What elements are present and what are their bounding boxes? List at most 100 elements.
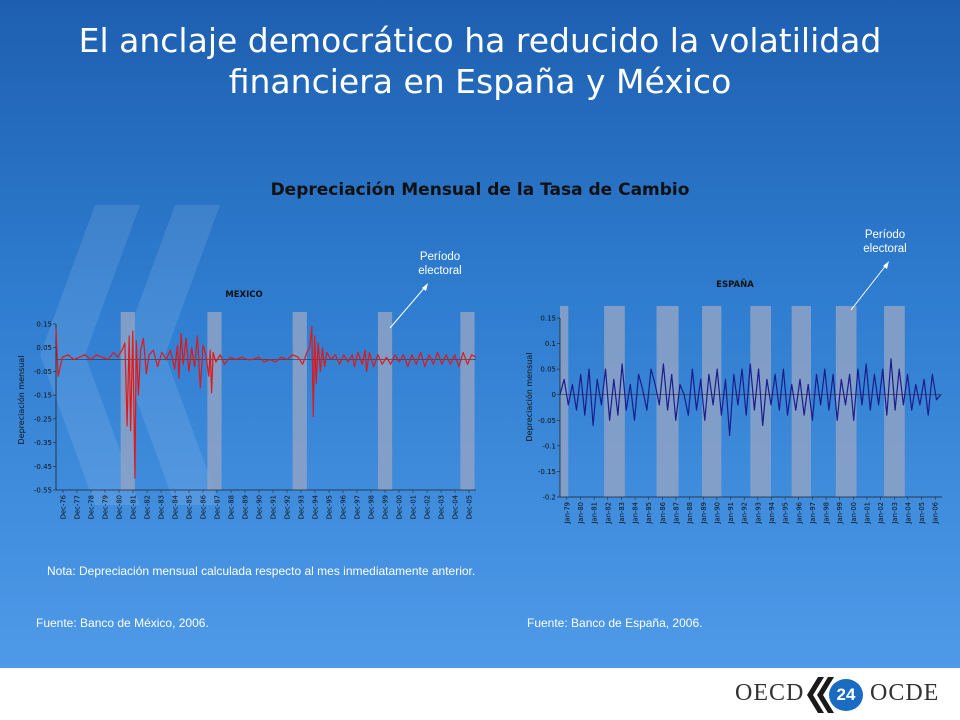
x-tick-label: Jan-95 (782, 502, 790, 525)
x-tick-label: Jan-04 (904, 502, 912, 525)
y-tick-label: -0.45 (34, 463, 52, 471)
x-tick-label: Jan-85 (645, 502, 653, 525)
x-tick-label: Dec-98 (368, 495, 376, 519)
y-tick-label: 0.15 (540, 315, 556, 323)
x-tick-label: Dec-80 (116, 495, 124, 519)
oecd-brand: OECD (735, 680, 805, 706)
electoral-band (207, 312, 222, 490)
x-tick-label: Dec-79 (102, 495, 110, 519)
x-tick-label: Dec-90 (256, 495, 264, 519)
x-tick-label: Jan-01 (863, 502, 871, 525)
y-tick-label: 0.05 (36, 344, 52, 352)
spain-source: Fuente: Banco de España, 2006. (527, 616, 703, 630)
x-tick-label: Dec-83 (158, 495, 166, 519)
spain-chart: 0.15 0.1 0.05 0 -0.05 -0.1 -0.15 -0.2 Jan-79 Jan-… (524, 279, 942, 525)
series-line (55, 325, 477, 479)
y-tick-label: 0.15 (36, 321, 52, 329)
x-tick-label: Jan-05 (918, 502, 926, 525)
x-tick-label: Dec-95 (326, 495, 334, 519)
x-tick-label: Dec-78 (88, 495, 96, 519)
y-tick-label: -0.15 (538, 468, 556, 476)
x-tick-label: Dec-00 (396, 495, 404, 519)
x-tick-label: Jan-84 (632, 502, 640, 525)
x-tick-label: Jan-96 (795, 502, 803, 525)
x-tick-label: Dec-91 (270, 495, 278, 519)
electoral-band (702, 306, 722, 497)
x-tick-label: Dec-04 (452, 495, 460, 519)
annotation-text: Período electoral (863, 229, 907, 255)
x-tick-label: Jan-02 (877, 502, 885, 525)
annotation-text: Período electoral (418, 251, 462, 277)
x-tick-label: Dec-77 (74, 495, 82, 519)
x-tick-label: Jan-79 (563, 502, 571, 525)
x-tick-label: Jan-90 (713, 502, 721, 525)
x-tick-label: Jan-92 (741, 502, 749, 525)
electoral-band (377, 312, 393, 490)
x-tick-label: Jan-06 (932, 502, 940, 525)
y-tick-label: 0.05 (540, 366, 556, 374)
x-tick-label: Dec-87 (214, 495, 222, 519)
x-tick-label: Dec-92 (284, 495, 292, 519)
mexico-chart-title: MEXICO (225, 290, 262, 300)
mexico-chart: 0.15 0.05 -0.05 -0.15 -0.25 -0.35 -0.45 -0.55 De… (16, 290, 477, 519)
y-tick-label: -0.25 (34, 415, 52, 423)
page-title: El anclaje democrático ha reducido la vo… (0, 20, 960, 102)
x-tick-label: Dec-82 (144, 495, 152, 519)
x-tick-label: Dec-01 (410, 495, 418, 519)
x-tick-label: Dec-81 (130, 495, 138, 519)
y-tick-label: -0.15 (34, 392, 52, 400)
x-tick-label: Jan-81 (591, 502, 599, 525)
page-number: 24 (829, 679, 863, 711)
title-line-1: El anclaje democrático ha reducido la vo… (78, 21, 882, 60)
x-tick-label: Jan-88 (686, 502, 694, 525)
electoral-band (791, 306, 811, 497)
x-tick-label: Dec-05 (466, 495, 474, 519)
electoral-band (656, 306, 679, 497)
x-tick-label: Jan-97 (809, 502, 817, 525)
electoral-band (460, 312, 475, 490)
x-tick-label: Dec-86 (200, 495, 208, 519)
title-line-2: financiera en España y México (228, 62, 732, 101)
x-tick-label: Dec-02 (424, 495, 432, 519)
x-tick-label: Jan-83 (618, 502, 626, 525)
y-tick-label: 0 (552, 391, 556, 399)
electoral-band (292, 312, 307, 490)
x-tick-label: Jan-91 (727, 502, 735, 525)
x-tick-label: Dec-85 (186, 495, 194, 519)
x-tick-label: Jan-89 (700, 502, 708, 525)
mexico-source: Fuente: Banco de México, 2006. (36, 616, 209, 630)
x-tick-label: Jan-94 (768, 502, 776, 525)
x-tick-label: Dec-88 (228, 495, 236, 519)
chart-main-title: Depreciación Mensual de la Tasa de Cambi… (270, 180, 690, 200)
mexico-annotation-arrow (389, 283, 428, 329)
x-tick-label: Dec-03 (438, 495, 446, 519)
x-tick-label: Jan-82 (604, 502, 612, 525)
spain-electoral-annotation: Período electoral (850, 228, 920, 256)
x-tick-label: Jan-00 (850, 502, 858, 525)
y-tick-label: -0.05 (538, 417, 556, 425)
x-tick-label: Jan-98 (823, 502, 831, 525)
mexico-electoral-annotation: Período electoral (405, 250, 475, 278)
series-line (559, 358, 942, 437)
x-tick-label: Dec-96 (340, 495, 348, 519)
mexico-y-axis-label: Depreciación mensual (16, 356, 26, 445)
ocde-brand: OCDE (870, 680, 940, 706)
y-tick-label: 0.1 (545, 340, 556, 348)
x-tick-label: Dec-76 (60, 495, 68, 519)
x-tick-label: Jan-03 (891, 502, 899, 525)
electoral-band (560, 306, 569, 497)
x-tick-label: Dec-99 (382, 495, 390, 519)
x-tick-label: Jan-80 (577, 502, 585, 525)
y-tick-label: -0.35 (34, 439, 52, 447)
y-tick-label: -0.2 (542, 494, 556, 502)
x-tick-label: Jan-86 (659, 502, 667, 525)
electoral-band (604, 306, 625, 497)
slide-background: El anclaje democrático ha reducido la vo… (0, 0, 960, 668)
spain-chart-title: ESPAÑA (716, 279, 754, 290)
spain-y-axis-label: Depreciación mensual (524, 353, 534, 442)
x-tick-label: Dec-89 (242, 495, 250, 519)
y-tick-label: -0.55 (34, 487, 52, 495)
x-tick-label: Jan-99 (836, 502, 844, 525)
x-tick-label: Dec-93 (298, 495, 306, 519)
x-tick-label: Dec-94 (312, 495, 320, 519)
